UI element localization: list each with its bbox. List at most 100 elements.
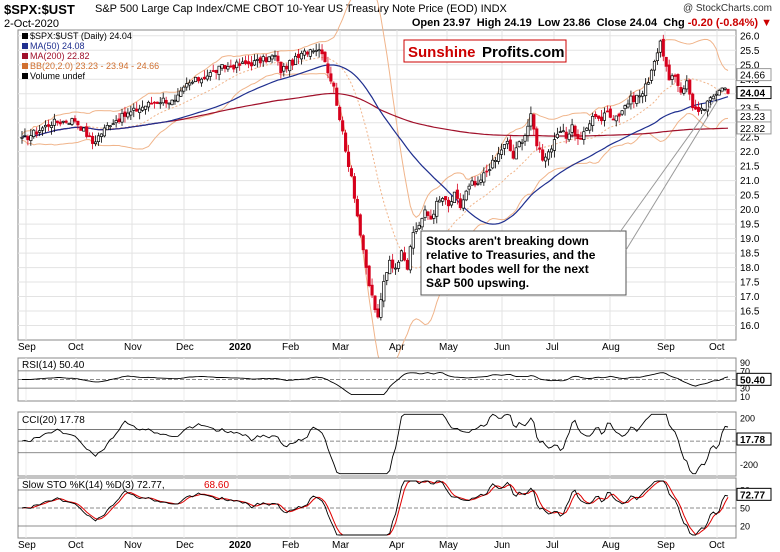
annotation-line: S&P 500 upswing. [426,276,529,290]
candle-body [241,61,245,64]
annotation-frame [420,230,627,296]
sto-panel-tick-label: 20 [740,522,750,532]
candle-body [697,106,701,112]
candle-body [82,127,86,132]
candle-body [341,120,345,132]
candle-body [291,59,295,66]
candle-body [361,235,365,251]
candle-body [532,114,536,130]
price-tick-label: 16.5 [740,307,760,318]
price-tick-label: 19.5 [740,220,760,231]
price-tick-label: 19.0 [740,234,760,245]
legend-swatch [22,63,28,69]
low-label: Low [537,17,560,29]
candle-body [114,120,118,124]
candle-body [96,135,101,142]
x-tick-label-bottom: May [439,540,458,551]
candle-body [617,113,621,117]
candle-body [414,228,418,232]
candle-body [102,127,106,137]
candle-body [379,299,383,318]
candle-body [396,261,401,269]
candle-body [226,66,230,70]
candle-body [244,60,248,64]
candle-body [135,108,139,112]
candle-body [285,65,289,70]
candle-body [108,125,112,128]
price-badge: 22.82 [736,121,772,135]
price-tick-label: 17.5 [740,278,760,289]
candle-body [455,189,459,199]
candle-body [541,149,545,161]
candle-body [43,124,48,128]
candle-body [308,49,312,57]
candle-body [685,80,689,90]
candle-body [661,38,665,57]
rsi-panel-tick-label: 90 [740,358,750,368]
candle-body [632,95,636,102]
candle-body [564,131,568,139]
legend-swatch [22,53,28,59]
candle-body [497,153,501,162]
price-tick-label: 26.0 [740,31,760,42]
candle-body [49,125,53,128]
candle-body [426,211,430,216]
cci-panel-frame [17,411,737,477]
candle-body [229,65,233,68]
chg-value: -0.20 (-0.84%) [687,17,759,29]
candle-body [73,118,77,122]
candle-body [264,57,268,63]
candle-body [452,191,456,203]
bb-lower-line [21,72,729,372]
candle-body [261,56,265,62]
candle-body [323,51,327,63]
x-tick-label-bottom: Mar [332,540,350,551]
candle-body [144,105,148,110]
candle-body [373,295,377,311]
rsi-panel-tick-label: 10 [740,392,750,402]
candle-body [155,101,159,104]
candle-body [138,108,142,113]
cci-last-value: 17.78 [740,435,765,446]
candle-body [258,57,262,64]
candle-body [449,201,454,206]
symbol-description: S&P 500 Large Cap Index/CME CBOT 10-Year… [95,3,507,15]
rsi-panel-tick-label: 30 [740,384,750,394]
annotation-line: relative to Treasuries, and the [426,248,596,262]
candle-body [399,250,404,262]
cci-title: CCI(20) 17.78 [22,415,85,426]
candle-body [376,308,380,318]
candle-body [529,113,533,127]
candle-body [438,199,442,203]
candle-body [329,73,333,82]
x-tick-label: Dec [176,342,194,353]
candle-body [508,139,512,151]
price-badge-box [736,68,772,82]
candle-body [638,95,642,98]
legend-swatch [22,33,28,39]
candle-body [249,62,254,67]
watermark-part2: Profits.com [482,44,565,61]
candle-body [344,132,348,152]
candle-body [91,135,95,144]
candle-body [58,121,62,125]
candle-body [311,50,315,53]
price-badge-label: 24.04 [740,89,765,100]
candle-body [105,124,109,131]
x-tick-label: Nov [124,342,142,353]
candle-body [491,159,495,169]
candle-body [185,83,189,88]
candle-body [70,118,74,125]
price-badge-label: 22.82 [740,124,765,135]
candle-body [64,120,68,123]
sto-k-line [21,480,729,536]
high-label: High [476,17,502,29]
candle-body [314,49,318,52]
candle-body [479,179,483,183]
candle-body [20,136,24,139]
candle-body [655,52,659,62]
x-tick-label: May [439,342,458,353]
candle-body [152,101,156,104]
x-tick-label: Sep [657,342,675,353]
candle-body [664,56,668,67]
